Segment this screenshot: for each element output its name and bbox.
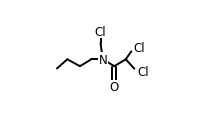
Text: O: O xyxy=(110,81,119,93)
Text: N: N xyxy=(98,53,107,66)
Text: Cl: Cl xyxy=(95,26,106,39)
Text: Cl: Cl xyxy=(137,66,149,79)
Text: Cl: Cl xyxy=(134,42,145,55)
